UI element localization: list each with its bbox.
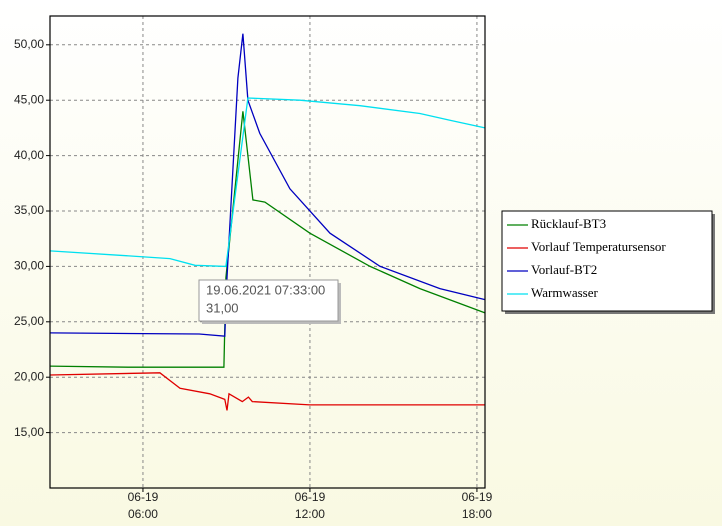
- legend-box: [501, 210, 713, 312]
- tooltip-text: 31,00: [206, 300, 239, 315]
- tooltip-text: 19.06.2021 07:33:00: [206, 282, 325, 297]
- y-tick-label: 35,00: [14, 203, 44, 217]
- y-tick-label: 30,00: [14, 259, 44, 273]
- y-tick-label: 15,00: [14, 425, 44, 439]
- legend-label: Rücklauf-BT3: [531, 216, 606, 231]
- tooltip: [198, 279, 339, 322]
- y-tick-label: 20,00: [14, 369, 44, 383]
- series-line: [49, 372, 485, 411]
- series-line: [49, 97, 486, 268]
- x-tick-label: 06-19 12:00: [295, 490, 326, 521]
- legend-label: Vorlauf-BT2: [531, 262, 597, 277]
- x-tick-label: 06-19 18:00: [462, 490, 493, 521]
- y-tick-label: 50,00: [14, 37, 44, 51]
- legend-label: Warmwasser: [531, 285, 598, 300]
- y-tick-label: 25,00: [14, 314, 44, 328]
- legend-label: Vorlauf Temperatursensor: [531, 239, 666, 254]
- x-tick-label: 06-19 06:00: [128, 490, 159, 521]
- plot-border: [49, 15, 486, 489]
- y-tick-label: 40,00: [14, 148, 44, 162]
- y-tick-label: 45,00: [14, 92, 44, 106]
- series-line: [49, 111, 486, 368]
